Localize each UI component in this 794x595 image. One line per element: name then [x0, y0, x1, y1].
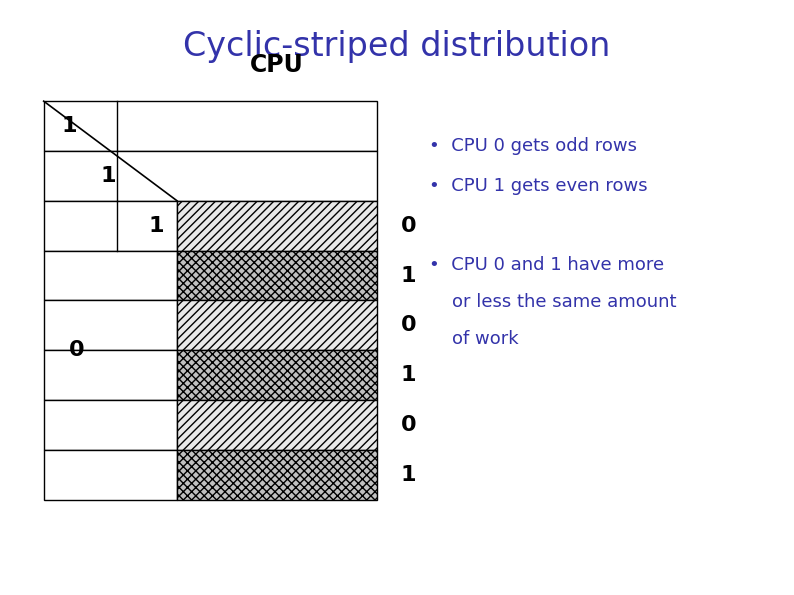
Text: 1: 1	[401, 365, 417, 385]
Bar	[44, 250, 177, 300]
Bar	[177, 201, 377, 250]
Text: 0: 0	[401, 415, 417, 435]
Text: •  CPU 1 gets even rows: • CPU 1 gets even rows	[429, 177, 647, 195]
Bar	[44, 400, 177, 450]
Text: •  CPU 0 and 1 have more: • CPU 0 and 1 have more	[429, 256, 664, 274]
Text: 0: 0	[69, 340, 84, 361]
Bar	[177, 250, 377, 300]
Bar	[44, 300, 177, 350]
Text: or less the same amount: or less the same amount	[429, 293, 676, 311]
Bar	[177, 450, 377, 500]
Text: 1: 1	[148, 216, 164, 236]
Bar	[44, 350, 177, 400]
Text: 0: 0	[401, 315, 417, 336]
Text: of work: of work	[429, 330, 518, 348]
Text: 0: 0	[401, 216, 417, 236]
Text: 1: 1	[101, 166, 116, 186]
Text: Cyclic-striped distribution: Cyclic-striped distribution	[183, 30, 611, 62]
Bar	[44, 151, 377, 201]
Text: 1: 1	[62, 116, 77, 136]
Bar	[44, 450, 177, 500]
Bar	[177, 350, 377, 400]
Text: 1: 1	[401, 465, 417, 485]
Text: CPU: CPU	[250, 54, 304, 77]
Text: 1: 1	[401, 265, 417, 286]
Bar	[177, 400, 377, 450]
Bar	[177, 300, 377, 350]
Bar	[44, 201, 177, 250]
Bar	[44, 101, 377, 151]
Text: •  CPU 0 gets odd rows: • CPU 0 gets odd rows	[429, 137, 637, 155]
